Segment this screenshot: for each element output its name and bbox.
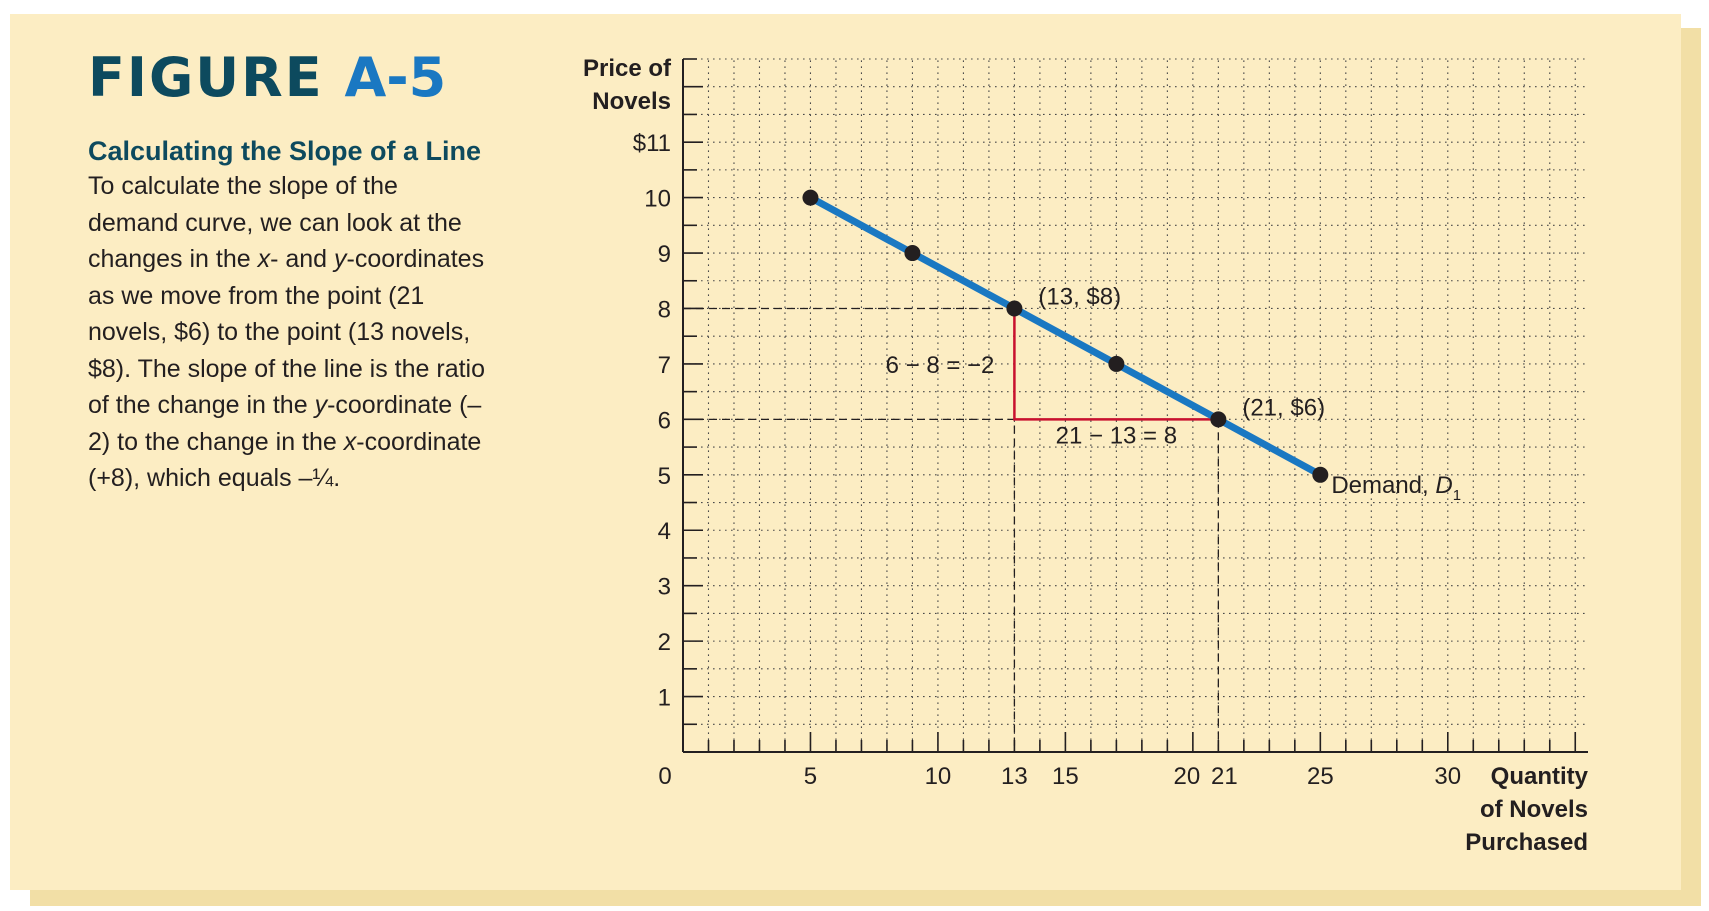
data-point — [1006, 300, 1023, 317]
x-tick-label: 30 — [1434, 763, 1461, 790]
y-tick-label: 6 — [658, 407, 671, 434]
x-tick-label: 10 — [925, 763, 952, 790]
x-tick-label: 21 — [1211, 763, 1238, 790]
y-tick-label: 8 — [658, 296, 671, 323]
x-tick-label: 25 — [1307, 763, 1334, 790]
x-axis-title: of Novels — [1480, 796, 1588, 823]
y-tick-label: 4 — [658, 518, 671, 545]
slope-triangle-legs — [1013, 308, 1219, 421]
data-point — [802, 189, 819, 206]
y-tick-label: 1 — [658, 685, 671, 712]
demand-line — [806, 194, 1324, 479]
figure-label: FIGURE — [88, 46, 324, 109]
y-tick-label: 2 — [658, 629, 671, 656]
caption-text-run: y — [334, 245, 347, 273]
data-point — [1210, 411, 1227, 428]
caption-text-run: -coordinate (–2) to the change in the — [88, 391, 482, 456]
caption-text-run: y — [314, 391, 328, 419]
y-tick-label: $11 — [633, 130, 671, 157]
y-axis-title: Price of — [583, 55, 672, 82]
chart-grid — [683, 58, 1588, 752]
x-tick-label: 15 — [1052, 763, 1079, 790]
point-label: (21, $6) — [1242, 394, 1325, 421]
figure-title: FIGURE A-5 — [88, 46, 488, 110]
caption-text-run: x — [343, 427, 357, 456]
slope-triangle: 6 − 8 = −2 21 − 13 = 8 — [886, 308, 1219, 449]
chart-labels: (13, $8) (21, $6) 1 2 3 4 5 6 7 8 9 10 $11 0 5 10 13 15 20… — [583, 55, 1589, 856]
data-point — [904, 245, 921, 262]
figure-number: A-5 — [344, 46, 447, 109]
caption-text-run: -coordinate (+8), which equals –¼. — [88, 427, 482, 493]
caption-text-run: -coordinates as we move from the point (… — [88, 245, 485, 419]
data-point — [1312, 466, 1329, 483]
x-axis-title: Quantity — [1491, 763, 1589, 790]
series-label: Demand, D1 — [1331, 472, 1461, 504]
rise-label: 6 − 8 = −2 — [886, 352, 995, 379]
demand-series: Demand, D1 — [802, 189, 1461, 504]
y-tick-label: 3 — [658, 574, 671, 601]
caption-body: To calculate the slope of the demand cur… — [88, 168, 488, 497]
y-tick-label: 10 — [644, 186, 671, 213]
chart-axes — [682, 58, 1588, 753]
x-axis-title: Purchased — [1465, 829, 1588, 856]
caption-text-run: To calculate the slope of the demand cur… — [88, 172, 462, 273]
y-tick-label: 7 — [658, 352, 671, 379]
y-tick-label: 9 — [658, 241, 671, 268]
caption-heading: Calculating the Slope of a Line — [88, 136, 482, 166]
y-axis-title: Novels — [592, 88, 671, 115]
x-tick-label: 13 — [1001, 763, 1028, 790]
x-tick-label: 5 — [804, 763, 817, 790]
y-tick-label: 5 — [658, 463, 671, 490]
x-tick-label: 20 — [1174, 763, 1201, 790]
figure-panel — [10, 14, 1681, 890]
run-label: 21 − 13 = 8 — [1056, 422, 1177, 449]
x-tick-label: 0 — [658, 763, 671, 790]
data-point — [1108, 355, 1125, 372]
caption-text-run: x — [257, 245, 271, 273]
caption-text-run: - and — [270, 245, 335, 273]
point-label: (13, $8) — [1038, 283, 1121, 310]
figure-caption: FIGURE A-5 Calculating the Slope of a Li… — [88, 46, 488, 497]
